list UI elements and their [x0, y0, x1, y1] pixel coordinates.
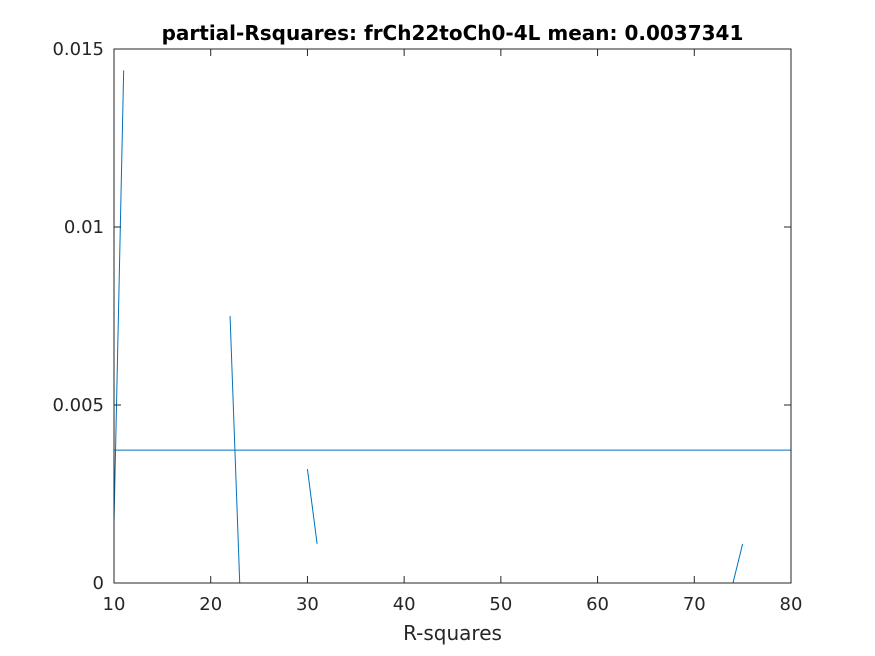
x-tick-label: 20 — [199, 594, 222, 615]
series-layer — [113, 70, 791, 584]
series-line-2 — [229, 315, 241, 584]
axes-box — [113, 48, 792, 584]
series-line-1 — [113, 70, 125, 523]
series-line-3 — [306, 469, 318, 544]
x-tick-label: 10 — [103, 594, 126, 615]
chart-title: partial-Rsquares: frCh22toCh0-4L mean: 0… — [162, 21, 744, 45]
x-tick-label: 60 — [586, 594, 609, 615]
y-tick-label: 0.01 — [64, 217, 104, 238]
y-tick-label: 0.015 — [52, 39, 104, 60]
series-line-4 — [732, 543, 744, 584]
x-axis-label: R-squares — [403, 621, 502, 645]
x-tick-label: 70 — [683, 594, 706, 615]
x-tick-label: 40 — [393, 594, 416, 615]
y-tick-label: 0 — [93, 573, 104, 594]
x-tick-label: 80 — [780, 594, 803, 615]
x-tick-label: 50 — [489, 594, 512, 615]
y-tick-label: 0.005 — [52, 395, 104, 416]
plot-area — [114, 49, 791, 583]
axes-layer — [113, 48, 792, 584]
x-tick-label: 30 — [296, 594, 319, 615]
ticks-layer: 10 20 30 40 50 60 70 80 0 0.005 0.01 0.015 — [52, 39, 802, 615]
